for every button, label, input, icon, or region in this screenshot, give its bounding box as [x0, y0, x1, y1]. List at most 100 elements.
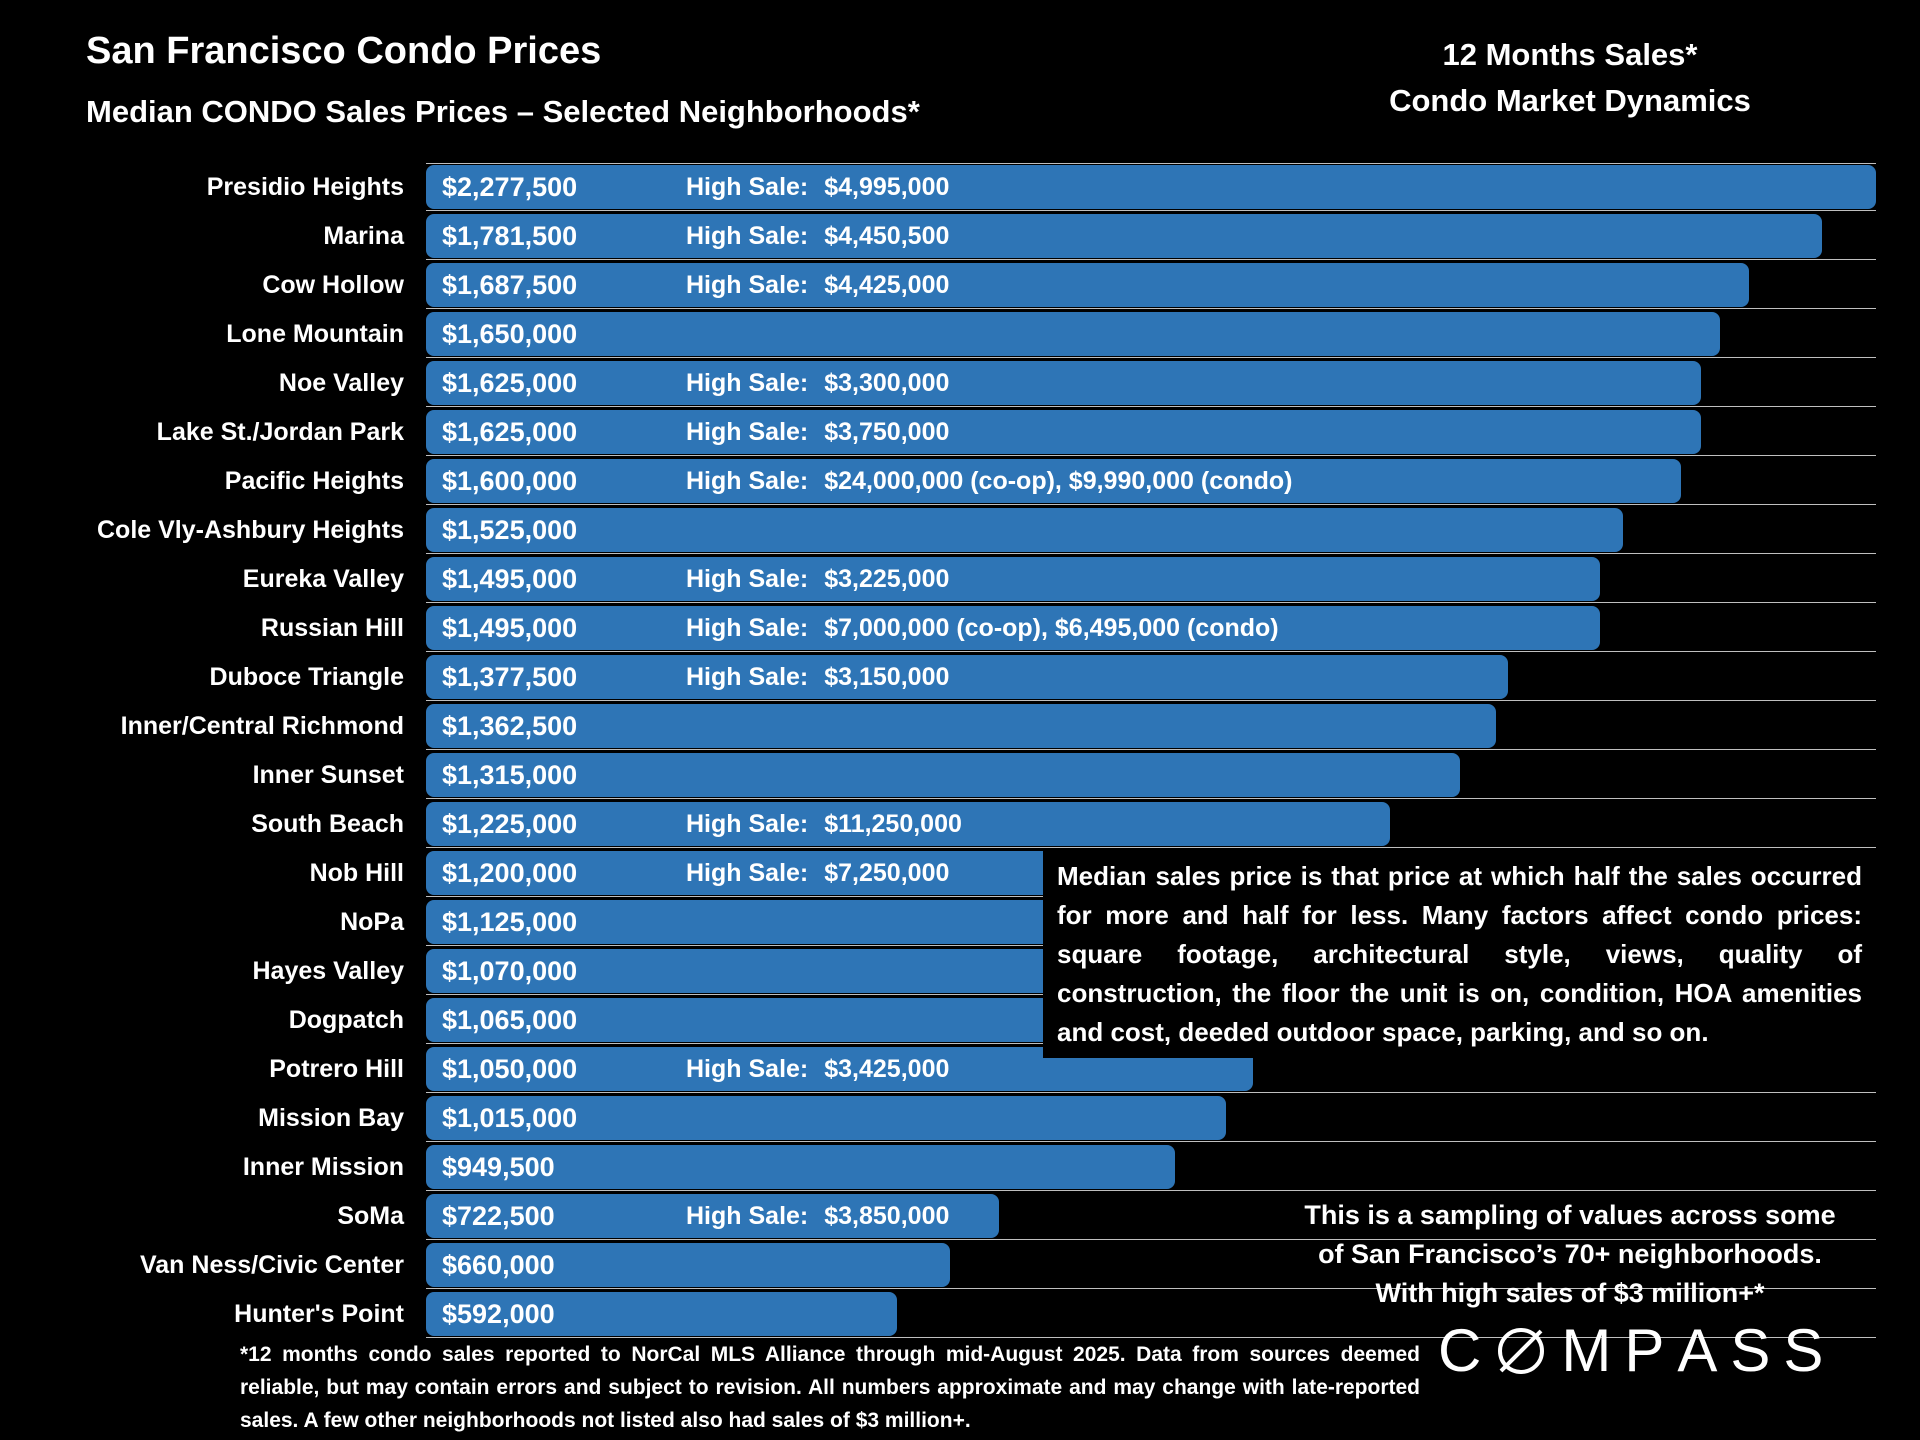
- neighborhood-label: Lone Mountain: [226, 320, 404, 348]
- bar-area: $1,495,000 High Sale: $3,225,000: [426, 555, 1876, 604]
- median-price-bar: $1,377,500 High Sale: $3,150,000: [426, 655, 1508, 699]
- row-gridline: [426, 308, 1876, 309]
- median-price-bar: $1,225,000 High Sale: $11,250,000: [426, 802, 1390, 846]
- neighborhood-label: Inner Mission: [242, 1153, 404, 1181]
- sampling-note-line1: This is a sampling of values across some: [1304, 1200, 1836, 1230]
- median-price-bar: $2,277,500 High Sale: $4,995,000: [426, 165, 1876, 209]
- median-price-value: $1,625,000: [442, 368, 578, 398]
- neighborhood-label: South Beach: [251, 810, 404, 838]
- median-price-value: $1,070,000: [442, 956, 578, 986]
- table-row: South Beach $1,225,000 High Sale: $11,250…: [0, 800, 1920, 849]
- high-sale-value: $4,995,000: [824, 173, 950, 201]
- high-sale-caption: High Sale:: [686, 810, 809, 838]
- high-sale-label: High Sale: $24,000,000 (co-op), $9,990,00…: [686, 459, 1293, 503]
- median-price-value: $2,277,500: [442, 172, 578, 202]
- neighborhood-label: Inner Sunset: [252, 761, 404, 789]
- bar-area: $1,050,000 High Sale: $3,425,000: [426, 1045, 1876, 1094]
- table-row: Russian Hill $1,495,000 High Sale: $7,000…: [0, 604, 1920, 653]
- median-price-bar: $1,600,000 High Sale: $24,000,000 (co-op)…: [426, 459, 1681, 503]
- median-price-value: $1,225,000: [442, 809, 578, 839]
- row-gridline: [426, 455, 1876, 456]
- logo-letter: S: [1730, 1317, 1771, 1384]
- median-price-value: $1,495,000: [442, 613, 578, 643]
- row-gridline: [426, 259, 1876, 260]
- high-sale-label: High Sale: $7,000,000 (co-op), $6,495,000…: [686, 606, 1279, 650]
- neighborhood-label: Marina: [323, 222, 404, 250]
- median-price-value: $1,687,500: [442, 270, 578, 300]
- high-sale-caption: High Sale:: [686, 418, 809, 446]
- bar-area: $660,000: [426, 1241, 1876, 1290]
- row-gridline: [426, 210, 1876, 211]
- median-price-value: $1,525,000: [442, 515, 578, 545]
- table-row: Van Ness/Civic Center $660,000: [0, 1241, 1920, 1290]
- bar-area: $1,600,000 High Sale: $24,000,000 (co-op)…: [426, 457, 1876, 506]
- table-row: Eureka Valley $1,495,000 High Sale: $3,22…: [0, 555, 1920, 604]
- right-header-line1: 12 Months Sales*: [1442, 37, 1698, 72]
- high-sale-caption: High Sale:: [686, 859, 809, 887]
- high-sale-label: High Sale: $3,850,000: [686, 1194, 949, 1238]
- high-sale-value: $24,000,000 (co-op), $9,990,000 (condo): [824, 467, 1293, 495]
- median-price-bar: $1,525,000: [426, 508, 1623, 552]
- high-sale-caption: High Sale:: [686, 271, 809, 299]
- row-gridline: [426, 651, 1876, 652]
- bar-area: $1,362,500: [426, 702, 1876, 751]
- row-gridline: [426, 1190, 1876, 1191]
- high-sale-label: High Sale: $3,225,000: [686, 557, 949, 601]
- logo-letter: P: [1624, 1317, 1665, 1384]
- median-price-bar: $660,000: [426, 1243, 950, 1287]
- median-price-value: $1,600,000: [442, 466, 578, 496]
- neighborhood-label: Cole Vly-Ashbury Heights: [97, 516, 404, 544]
- median-price-bar: $949,500: [426, 1145, 1175, 1189]
- sampling-note-line3: With high sales of $3 million+*: [1375, 1278, 1765, 1308]
- bar-chart-rows: Presidio Heights $2,277,500 High Sale: $4…: [0, 163, 1920, 1339]
- high-sale-value: $3,850,000: [824, 1202, 950, 1230]
- high-sale-value: $4,425,000: [824, 271, 950, 299]
- high-sale-value: $3,300,000: [824, 369, 950, 397]
- table-row: Potrero Hill $1,050,000 High Sale: $3,425…: [0, 1045, 1920, 1094]
- neighborhood-label: Van Ness/Civic Center: [139, 1251, 404, 1279]
- bar-area: $1,625,000 High Sale: $3,750,000: [426, 408, 1876, 457]
- row-gridline: [426, 357, 1876, 358]
- high-sale-value: $3,150,000: [824, 663, 950, 691]
- bar-area: $1,687,500 High Sale: $4,425,000: [426, 261, 1876, 310]
- median-price-bar: $1,362,500: [426, 704, 1496, 748]
- median-price-bar: $1,781,500 High Sale: $4,450,500: [426, 214, 1822, 258]
- high-sale-value: $7,000,000 (co-op), $6,495,000 (condo): [824, 614, 1279, 642]
- table-row: Cole Vly-Ashbury Heights $1,525,000: [0, 506, 1920, 555]
- neighborhood-label: Presidio Heights: [206, 173, 404, 201]
- median-price-bar: $1,015,000: [426, 1096, 1226, 1140]
- row-gridline: [426, 1239, 1876, 1240]
- bar-area: $949,500: [426, 1143, 1876, 1192]
- median-price-bar: $1,625,000 High Sale: $3,750,000: [426, 410, 1701, 454]
- compass-o-icon: [1494, 1324, 1548, 1378]
- high-sale-label: High Sale: $4,995,000: [686, 165, 949, 209]
- logo-letter: S: [1783, 1317, 1824, 1384]
- high-sale-label: High Sale: $4,425,000: [686, 263, 949, 307]
- high-sale-value: $4,450,500: [824, 222, 950, 250]
- row-gridline: [426, 1141, 1876, 1142]
- median-price-bar: $1,315,000: [426, 753, 1460, 797]
- bar-area: $2,277,500 High Sale: $4,995,000: [426, 163, 1876, 212]
- median-price-bar: $1,050,000 High Sale: $3,425,000: [426, 1047, 1253, 1091]
- table-row: Duboce Triangle $1,377,500 High Sale: $3,…: [0, 653, 1920, 702]
- high-sale-label: High Sale: $3,750,000: [686, 410, 949, 454]
- table-row: Pacific Heights $1,600,000 High Sale: $24…: [0, 457, 1920, 506]
- high-sale-value: $3,425,000: [824, 1055, 950, 1083]
- high-sale-value: $3,225,000: [824, 565, 950, 593]
- high-sale-label: High Sale: $4,450,500: [686, 214, 949, 258]
- table-row: Lone Mountain $1,650,000: [0, 310, 1920, 359]
- table-row: Hunter's Point $592,000: [0, 1290, 1920, 1339]
- median-price-bar: $1,495,000 High Sale: $3,225,000: [426, 557, 1600, 601]
- median-price-bar: $722,500 High Sale: $3,850,000: [426, 1194, 999, 1238]
- high-sale-caption: High Sale:: [686, 1202, 809, 1230]
- median-price-value: $1,650,000: [442, 319, 578, 349]
- median-price-bar: $1,495,000 High Sale: $7,000,000 (co-op),…: [426, 606, 1600, 650]
- high-sale-caption: High Sale:: [686, 663, 809, 691]
- neighborhood-label: Duboce Triangle: [209, 663, 404, 691]
- high-sale-label: High Sale: $3,300,000: [686, 361, 949, 405]
- table-row: Mission Bay $1,015,000: [0, 1094, 1920, 1143]
- median-price-value: $1,781,500: [442, 221, 578, 251]
- neighborhood-label: Hayes Valley: [252, 957, 404, 985]
